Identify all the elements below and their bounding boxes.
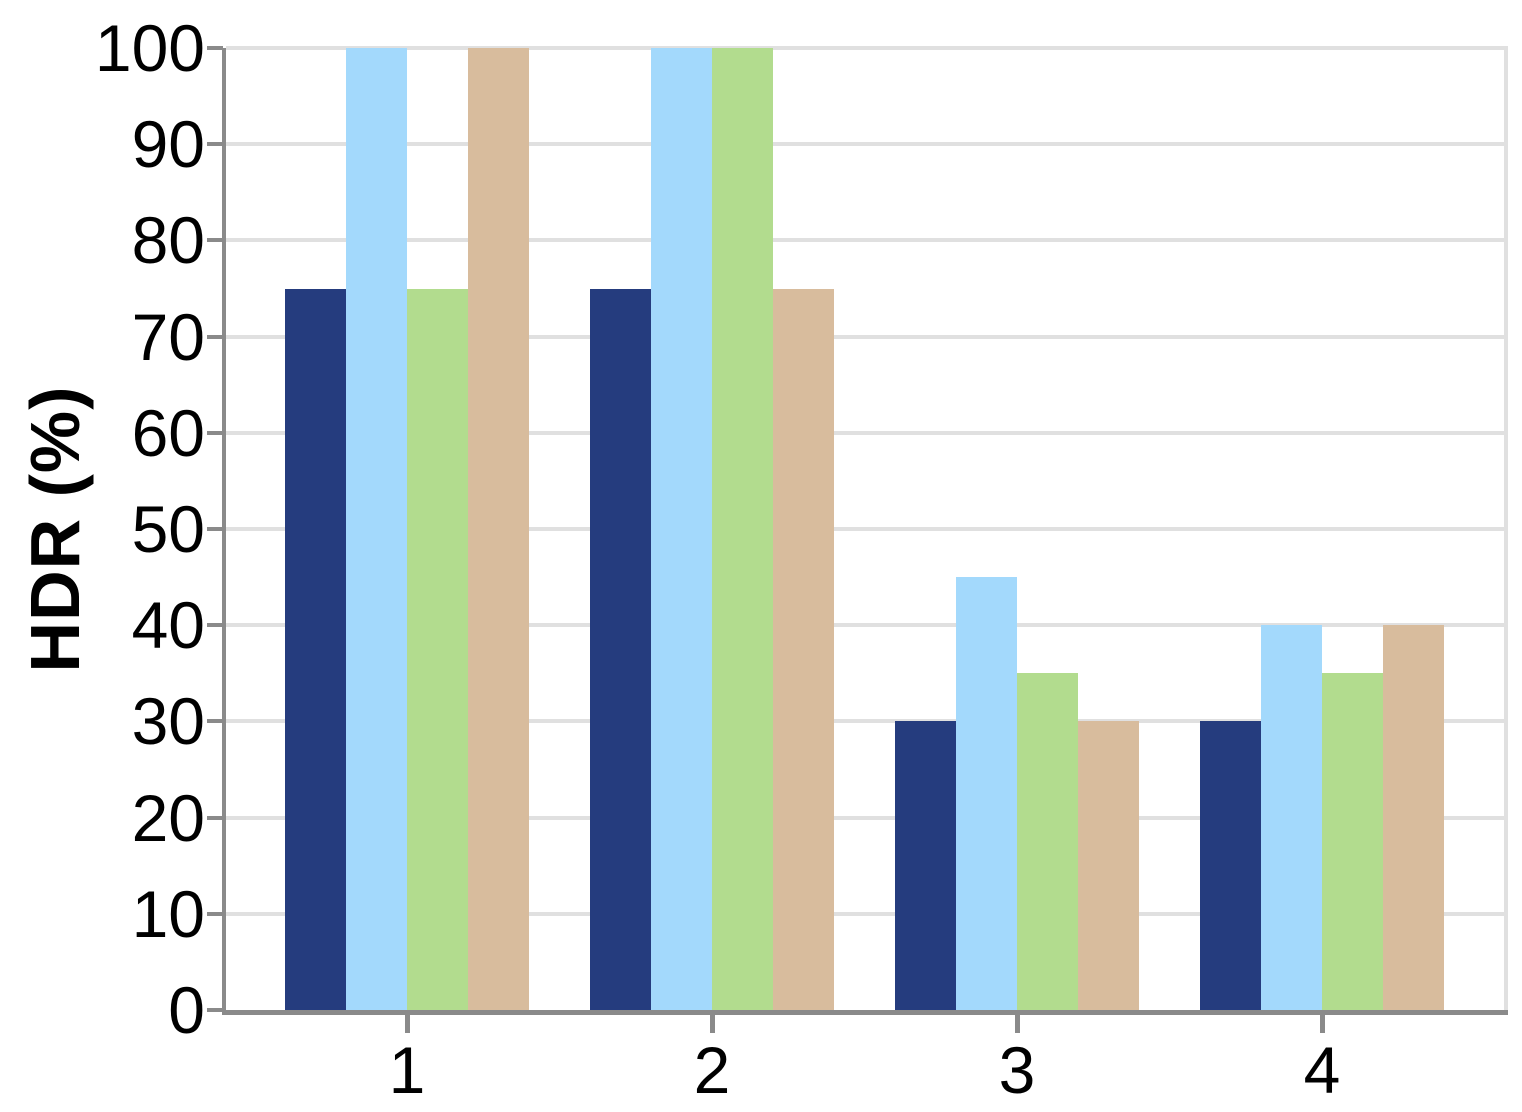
gridline-30 [226,719,1508,724]
y-tick-label-40: 40 [131,588,205,663]
y-tick-mark-60 [207,430,223,435]
gridline-70 [226,334,1508,339]
x-tick-label-4: 4 [1303,1033,1341,1107]
bar-group3-tan [1078,721,1139,1010]
y-tick-label-10: 10 [131,876,205,951]
bar-group2-navy [590,289,651,1010]
gridline-40 [226,623,1508,628]
gridline-80 [226,238,1508,243]
bar-group1-light-blue [346,48,407,1010]
y-tick-mark-20 [207,815,223,820]
x-tick-mark-1 [405,1015,410,1033]
y-tick-label-50: 50 [131,492,205,566]
gridline-90 [226,142,1508,147]
bar-group1-tan [468,48,529,1010]
y-tick-mark-30 [207,719,223,724]
y-tick-mark-80 [207,238,223,243]
x-tick-mark-2 [710,1015,715,1033]
y-tick-label-100: 100 [94,11,205,85]
gridline-10 [226,911,1508,916]
y-tick-label-30: 30 [131,684,205,759]
bar-group1-navy [285,289,346,1010]
y-tick-mark-90 [207,142,223,147]
bar-group3-navy [895,721,956,1010]
gridline-20 [226,815,1508,820]
y-tick-label-20: 20 [131,780,205,855]
bar-group3-light-blue [956,577,1017,1010]
y-tick-mark-10 [207,911,223,916]
x-tick-mark-3 [1015,1015,1020,1033]
y-tick-mark-70 [207,334,223,339]
y-tick-label-0: 0 [168,973,205,1047]
x-tick-label-2: 2 [693,1033,731,1107]
bar-group2-tan [773,289,834,1010]
y-tick-label-70: 70 [131,299,205,374]
gridline-50 [226,527,1508,531]
y-tick-label-60: 60 [131,395,205,470]
y-tick-mark-100 [207,46,223,50]
y-tick-mark-50 [207,527,223,531]
x-tick-label-1: 1 [388,1033,426,1107]
bar-group1-green [407,289,468,1010]
bar-group4-light-blue [1261,625,1322,1010]
bar-group4-navy [1200,721,1261,1010]
y-tick-label-80: 80 [131,203,205,278]
plot-area [222,46,1508,1015]
y-tick-mark-40 [207,623,223,628]
bar-group2-light-blue [651,48,712,1010]
bar-group4-green [1322,673,1383,1010]
bar-group4-tan [1383,625,1444,1010]
bar-group3-green [1017,673,1078,1010]
y-tick-mark-0 [207,1008,223,1012]
y-tick-label-90: 90 [131,107,205,182]
x-tick-label-3: 3 [998,1033,1036,1107]
gridline-100 [226,46,1508,50]
bar-group2-green [712,48,773,1010]
x-tick-mark-4 [1320,1015,1325,1033]
gridline-60 [226,430,1508,435]
